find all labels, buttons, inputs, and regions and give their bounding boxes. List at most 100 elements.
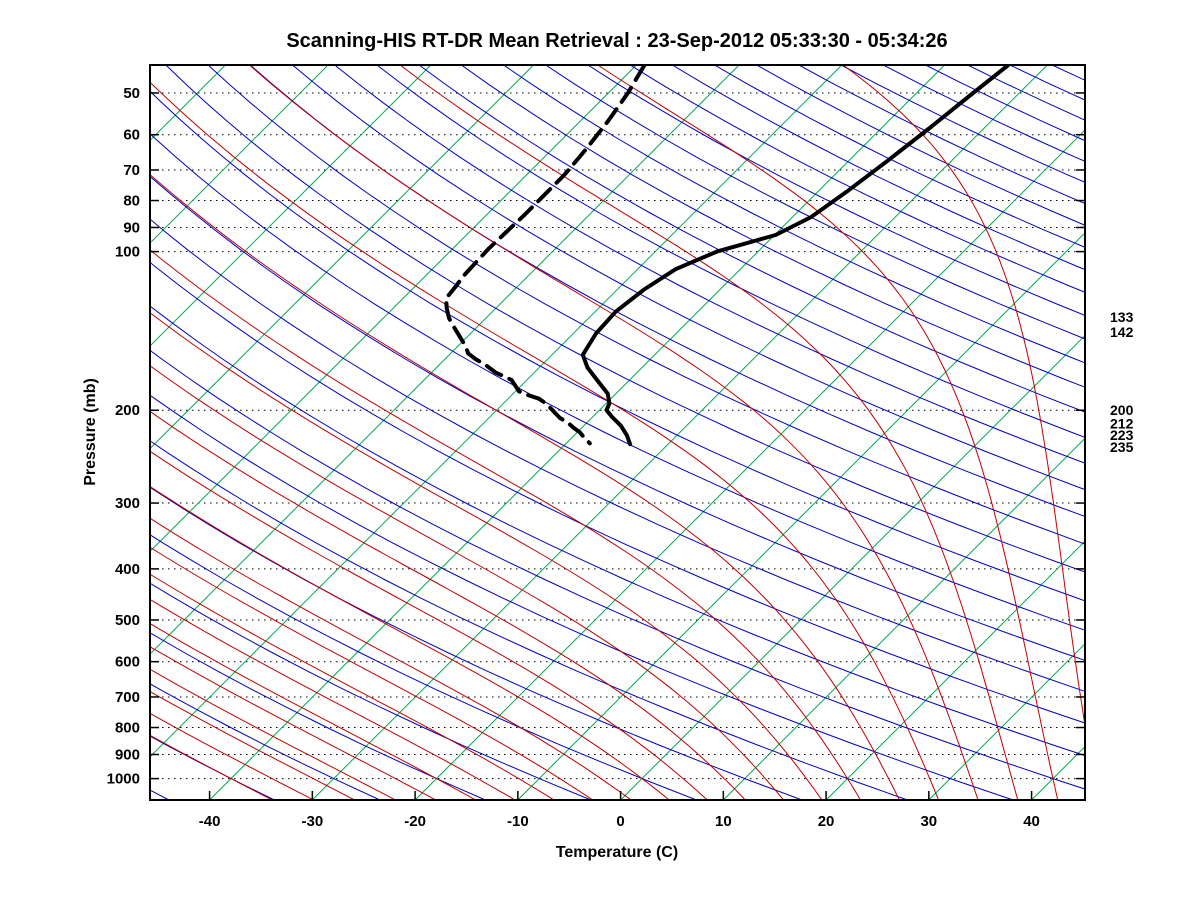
y-tick-label: 60: [123, 127, 140, 144]
dry-adiabat-line: [150, 261, 1085, 724]
isotherm-line: [825, 540, 1085, 800]
dry-adiabat-line: [1137, 65, 1200, 800]
y-tick-label: 100: [115, 244, 140, 261]
isotherm-line: [0, 65, 20, 800]
isotherm-line: [722, 437, 1085, 800]
moist-adiabat-line: [597, 65, 1059, 800]
moist-adiabat-line: [150, 712, 314, 800]
dry-adiabat-lines: [150, 65, 1200, 800]
dry-adiabat-line: [150, 218, 1085, 692]
dry-adiabat-line: [150, 133, 1085, 631]
right-pressure-annotation: 235: [1110, 439, 1134, 455]
axis-ticks: [150, 92, 1085, 800]
isotherm-line: [928, 643, 1085, 800]
x-axis-title: Temperature (C): [556, 844, 678, 861]
dry-adiabat-line: [150, 175, 1085, 661]
right-pressure-annotation: 142: [1110, 324, 1134, 340]
y-tick-label: 300: [115, 495, 140, 512]
y-axis-title: Pressure (mb): [82, 378, 99, 486]
isotherm-line: [150, 65, 740, 655]
dry-adiabat-line: [150, 683, 381, 800]
dry-adiabat-line: [925, 65, 1085, 142]
moist-adiabat-line: [150, 668, 396, 800]
dry-adiabat-line: [165, 65, 1085, 573]
y-tick-label: 200: [115, 402, 140, 419]
dry-adiabat-line: [150, 305, 1085, 757]
isotherm-line: [150, 65, 329, 244]
right-pressure-annotation: 212: [1110, 416, 1134, 432]
dry-adiabat-line: [967, 65, 1085, 121]
isotherm-line: [517, 232, 1085, 800]
moist-adiabat-line: [399, 65, 1019, 800]
dry-adiabat-line: [207, 65, 1085, 545]
right-pressure-annotation: 133: [1110, 309, 1134, 325]
moist-adiabat-line: [150, 174, 900, 800]
dry-adiabat-line: [150, 440, 908, 800]
isotherm-line: [311, 65, 1048, 800]
y-tick-label: 800: [115, 720, 140, 737]
dry-adiabat-line: [249, 65, 1085, 518]
isotherm-line: [150, 65, 637, 553]
isotherm-line: [0, 65, 123, 800]
moist-adiabat-line: [150, 365, 784, 800]
x-tick-label: -10: [507, 813, 529, 830]
moist-adiabat-line: [150, 410, 746, 800]
x-tick-label: 40: [1023, 813, 1040, 830]
moist-adiabat-line: [150, 450, 708, 800]
moist-adiabat-line: [150, 646, 437, 800]
dry-adiabat-line: [672, 65, 1085, 271]
isotherm-line: [620, 334, 1085, 800]
dry-adiabat-line: [376, 65, 1085, 438]
moist-adiabat-line: [150, 517, 632, 800]
dry-adiabat-line: [150, 582, 592, 800]
dry-adiabat-line: [503, 65, 1085, 364]
dry-adiabat-line: [150, 486, 803, 800]
y-tick-label: 80: [123, 193, 140, 210]
y-tick-label: 500: [115, 612, 140, 629]
x-tick-label: 30: [920, 813, 937, 830]
y-tick-label: 50: [123, 85, 140, 102]
dry-adiabat-line: [334, 65, 1085, 464]
isotherm-line: [414, 129, 1085, 800]
y-tick-label: 700: [115, 689, 140, 706]
right-pressure-annotation: 223: [1110, 427, 1134, 443]
moist-adiabat-line: [150, 573, 555, 800]
moist-adiabat-line: [150, 546, 594, 800]
dry-adiabat-line: [798, 65, 1085, 205]
isotherm-lines: [0, 65, 1085, 800]
x-tick-label: -40: [199, 813, 221, 830]
moist-adiabat-line: [150, 598, 516, 800]
right-pressure-annotation: 200: [1110, 402, 1134, 418]
y-tick-label: 900: [115, 746, 140, 763]
moist-adiabat-line: [150, 312, 823, 800]
plot-border: [149, 64, 1086, 801]
dry-adiabat-line: [714, 65, 1085, 248]
dry-adiabat-line: [883, 65, 1085, 162]
axis-labels: 5060708090100200300400500600700800900100…: [107, 85, 1134, 830]
dry-adiabat-line: [587, 65, 1085, 316]
dry-adiabat-line: [292, 65, 1085, 491]
moist-adiabat-lines: [150, 65, 1085, 800]
x-tick-label: -20: [404, 813, 426, 830]
isotherm-line: [150, 65, 432, 347]
y-tick-label: 90: [123, 219, 140, 236]
moist-adiabat-line: [150, 249, 861, 800]
pressure-gridlines: [150, 92, 1085, 780]
x-tick-label: 0: [616, 813, 624, 830]
x-tick-label: 10: [715, 813, 732, 830]
x-tick-label: -30: [301, 813, 323, 830]
dry-adiabat-line: [150, 394, 1014, 800]
y-tick-label: 70: [123, 162, 140, 179]
isotherm-line: [150, 65, 226, 142]
moist-adiabat-line: [150, 690, 356, 800]
x-tick-label: 20: [818, 813, 835, 830]
dry-adiabat-line: [150, 632, 486, 800]
dry-adiabat-line: [545, 65, 1085, 340]
moist-adiabat-line: [150, 622, 476, 800]
moist-adiabat-line: [150, 485, 670, 800]
dry-adiabat-line: [461, 65, 1085, 388]
dry-adiabat-line: [150, 534, 697, 800]
plot-lines: [0, 65, 1200, 800]
sounding-profiles: [444, 65, 1010, 447]
